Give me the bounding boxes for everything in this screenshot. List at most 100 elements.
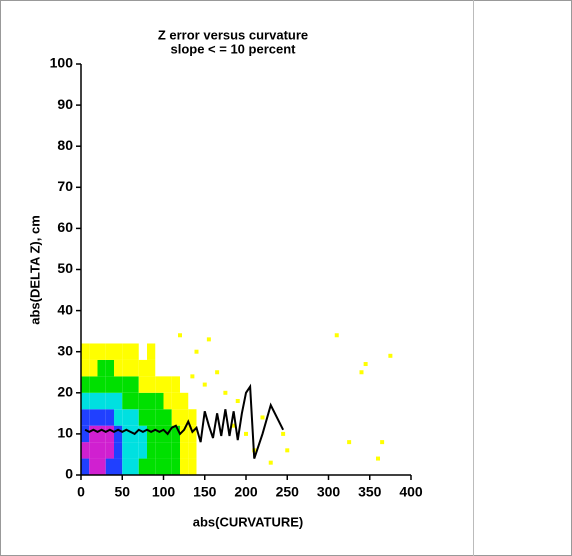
density-cell (171, 392, 180, 410)
density-cell (138, 458, 147, 475)
density-cell (105, 409, 114, 426)
x-tick-label: 400 (399, 484, 423, 500)
density-cell (97, 359, 106, 377)
outlier-point (268, 460, 273, 465)
x-tick-label: 350 (358, 484, 382, 500)
density-cell (147, 425, 156, 443)
density-cell (97, 458, 106, 475)
outlier-point (380, 440, 385, 445)
density-cell (180, 409, 189, 426)
density-cell (180, 442, 189, 459)
density-cell (180, 425, 189, 443)
density-cell (105, 359, 114, 377)
density-cell (188, 425, 197, 443)
density-cell (114, 376, 123, 393)
density-cell (105, 376, 114, 393)
x-tick-label: 200 (234, 484, 258, 500)
y-tick-label: 0 (65, 466, 73, 482)
density-cell (89, 359, 98, 377)
density-cell (122, 458, 131, 475)
density-cell (105, 442, 114, 459)
x-tick-label: 0 (77, 484, 85, 500)
outlier-point (244, 431, 248, 436)
density-cell (81, 442, 90, 459)
density-cell (122, 343, 131, 360)
density-cell (97, 409, 106, 426)
y-tick-label: 70 (57, 178, 73, 194)
density-cell (97, 442, 106, 459)
density-cell (171, 425, 180, 443)
density-cell (163, 442, 172, 459)
outlier-point (194, 349, 199, 354)
chart-subtitle: slope < = 10 percent (170, 41, 296, 56)
x-tick-label: 50 (114, 484, 130, 500)
chart-title: Z error versus curvature (158, 27, 308, 42)
y-tick-label: 20 (57, 384, 73, 400)
density-cell (130, 376, 139, 393)
density-cell (138, 442, 147, 459)
density-cell (171, 458, 180, 475)
density-cell (155, 409, 164, 426)
density-cell (147, 442, 156, 459)
y-tick-label: 40 (57, 301, 73, 317)
x-tick-label: 300 (317, 484, 341, 500)
outlier-point (235, 399, 240, 404)
density-cell (163, 392, 172, 410)
density-cell (122, 409, 131, 426)
density-cell (105, 458, 114, 475)
density-cell (122, 425, 131, 443)
outlier-point (202, 382, 207, 387)
outlier-point (260, 415, 265, 420)
outlier-point (178, 333, 182, 338)
density-cell (147, 359, 156, 377)
density-cell (155, 392, 164, 410)
density-cell (114, 343, 123, 360)
y-tick-label: 50 (57, 260, 73, 276)
density-cell (114, 425, 123, 443)
density-cell (114, 458, 123, 475)
density-cell (163, 409, 172, 426)
density-cell (147, 343, 156, 360)
density-cell (138, 359, 147, 377)
density-cell (97, 376, 106, 393)
density-cell (188, 458, 197, 475)
y-tick-label: 30 (57, 342, 73, 358)
density-cell (147, 376, 156, 393)
density-cell (81, 392, 90, 410)
outlier-point (388, 353, 393, 358)
density-cell (105, 392, 114, 410)
density-cell (130, 343, 139, 360)
density-cell (89, 343, 98, 360)
outlier-point (334, 333, 339, 338)
density-cell (122, 359, 131, 377)
outlier-point (223, 390, 228, 395)
density-cell (130, 409, 139, 426)
density-cell (171, 376, 180, 393)
density-cell (130, 458, 139, 475)
density-cell (114, 409, 123, 426)
density-cell (122, 442, 131, 459)
y-axis-label: abs(DELTA Z), cm (27, 215, 42, 325)
density-cell (155, 458, 164, 475)
density-cell (105, 343, 114, 360)
density-cell (81, 376, 90, 393)
y-tick-label: 90 (57, 96, 73, 112)
density-cell (81, 425, 90, 443)
mean-line (84, 383, 285, 459)
density-cell (155, 442, 164, 459)
density-cell (105, 425, 114, 443)
density-cell (89, 442, 98, 459)
density-cell (180, 458, 189, 475)
outlier-point (281, 431, 286, 436)
density-cell (130, 442, 139, 459)
y-tick-label: 100 (50, 55, 74, 71)
density-cell (188, 442, 197, 459)
y-tick-label: 80 (57, 137, 73, 153)
density-cell (138, 376, 147, 393)
density-cell (171, 409, 180, 426)
outlier-point (285, 448, 290, 453)
density-cell (155, 425, 164, 443)
x-tick-label: 100 (152, 484, 176, 500)
outlier-point (347, 440, 352, 445)
